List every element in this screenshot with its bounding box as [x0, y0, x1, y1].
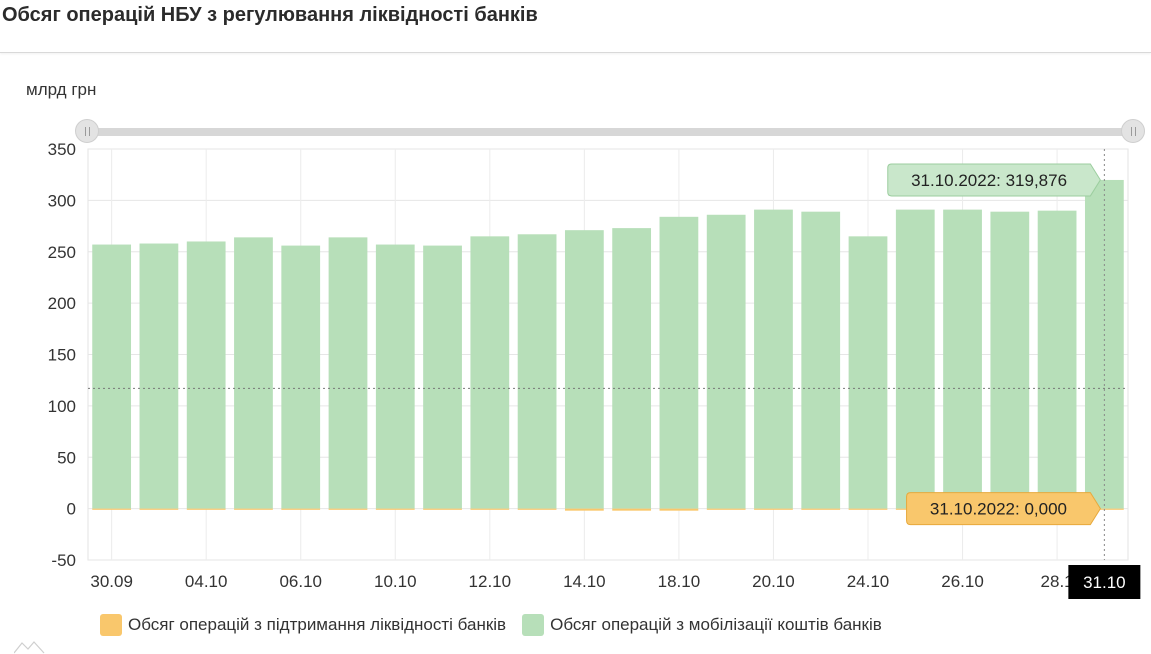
y-tick-label: 300	[48, 191, 76, 210]
bar-support[interactable]	[423, 508, 462, 510]
bar-support[interactable]	[706, 508, 746, 510]
bar-mobilization[interactable]	[706, 214, 746, 509]
range-slider-right-handle[interactable]	[1121, 119, 1145, 143]
x-tick-label: 24.10	[847, 572, 890, 591]
crosshair-and-tooltips: 31.10.2022: 319,876 31.10.2022: 0,000 31.1…	[88, 149, 1141, 599]
legend-item-support[interactable]: Обсяг операцій з підтримання ліквідності…	[100, 614, 506, 636]
bar-mobilization[interactable]	[470, 236, 510, 509]
bar-support[interactable]	[659, 508, 699, 511]
y-tick-label: 350	[48, 140, 76, 159]
bar-mobilization[interactable]	[423, 245, 462, 509]
bars	[92, 179, 1124, 511]
bar-mobilization[interactable]	[895, 209, 935, 509]
bar-mobilization[interactable]	[281, 245, 321, 509]
bar-support[interactable]	[281, 508, 321, 510]
bar-support[interactable]	[328, 508, 368, 510]
bar-support[interactable]	[375, 508, 415, 510]
tooltip-text: 31.10.2022: 319,876	[911, 171, 1067, 190]
bar-support[interactable]	[470, 508, 510, 510]
legend-item-mobilization[interactable]: Обсяг операцій з мобілізації коштів банк…	[522, 614, 882, 636]
bar-chart: -50 0 50 100 150 200 250 300 350 30.09 04.10 06.10…	[48, 140, 1141, 599]
bar-mobilization[interactable]	[328, 237, 368, 509]
bar-mobilization[interactable]	[848, 236, 888, 509]
active-x-label-text: 31.10	[1083, 573, 1126, 592]
tooltip-support: 31.10.2022: 0,000	[906, 492, 1101, 526]
bar-support[interactable]	[754, 508, 793, 510]
x-tick-label: 18.10	[658, 572, 701, 591]
bar-mobilization[interactable]	[754, 209, 793, 509]
x-tick-label: 12.10	[469, 572, 512, 591]
legend-label-mobilization: Обсяг операцій з мобілізації коштів банк…	[550, 615, 882, 634]
bar-mobilization[interactable]	[564, 230, 604, 509]
bar-support[interactable]	[139, 508, 179, 510]
bar-mobilization[interactable]	[139, 243, 179, 509]
y-tick-label: 100	[48, 397, 76, 416]
active-x-label: 31.10	[1068, 565, 1141, 599]
y-tick-label: -50	[51, 551, 76, 570]
x-tick-label: 20.10	[752, 572, 795, 591]
y-tick-label: 0	[67, 500, 76, 519]
bar-support[interactable]	[612, 508, 652, 511]
bar-mobilization[interactable]	[234, 237, 273, 509]
mountain-logo-icon	[14, 641, 45, 654]
x-tick-label: 06.10	[279, 572, 322, 591]
tooltip-text: 31.10.2022: 0,000	[930, 500, 1067, 519]
range-slider-left-handle[interactable]	[75, 119, 99, 143]
legend-label-support: Обсяг операцій з підтримання ліквідності…	[128, 615, 507, 634]
range-slider-track[interactable]	[88, 128, 1132, 136]
bar-support[interactable]	[186, 508, 226, 510]
x-tick-label: 30.09	[90, 572, 133, 591]
bar-support[interactable]	[801, 508, 841, 510]
bar-mobilization[interactable]	[186, 241, 226, 509]
bar-mobilization[interactable]	[92, 244, 132, 509]
bar-mobilization[interactable]	[943, 209, 982, 509]
tooltip-mobilization: 31.10.2022: 319,876	[887, 163, 1101, 197]
bar-mobilization[interactable]	[517, 234, 557, 509]
x-tick-label: 28.1	[1041, 572, 1074, 591]
tooltip-box	[887, 163, 1101, 197]
y-tick-label: 200	[48, 294, 76, 313]
bar-mobilization[interactable]	[612, 228, 652, 509]
bar-mobilization[interactable]	[375, 244, 415, 509]
legend: Обсяг операцій з підтримання ліквідності…	[100, 612, 882, 638]
y-axis-unit-label: млрд грн	[26, 80, 97, 99]
bar-mobilization[interactable]	[659, 216, 699, 509]
bar-support[interactable]	[517, 508, 557, 510]
chart-header: Обсяг операцій НБУ з регулювання ліквідн…	[0, 0, 1151, 53]
bar-support[interactable]	[564, 508, 604, 511]
bar-support[interactable]	[234, 508, 273, 510]
y-tick-label: 50	[57, 448, 76, 467]
legend-swatch-mobilization	[522, 614, 545, 636]
y-axis-ticks: -50 0 50 100 150 200 250 300 350	[48, 140, 76, 570]
y-tick-label: 250	[48, 243, 76, 262]
chart-title: Обсяг операцій НБУ з регулювання ліквідн…	[2, 4, 538, 26]
x-axis-ticks: 30.09 04.10 06.10 10.10 12.10 14.10 18.10 20.10…	[90, 572, 1073, 591]
y-tick-label: 150	[48, 346, 76, 365]
active-x-label-box	[1068, 565, 1141, 599]
x-tick-label: 04.10	[185, 572, 228, 591]
bar-mobilization[interactable]	[990, 211, 1030, 509]
tooltip-box	[906, 492, 1101, 526]
legend-swatch-support	[100, 614, 122, 636]
bar-support[interactable]	[92, 508, 132, 510]
x-tick-label: 14.10	[563, 572, 606, 591]
range-slider[interactable]	[74, 118, 1146, 146]
bar-mobilization[interactable]	[1037, 210, 1077, 509]
x-tick-label: 10.10	[374, 572, 417, 591]
bar-mobilization[interactable]	[801, 211, 841, 509]
bar-support[interactable]	[848, 508, 888, 510]
x-tick-label: 26.10	[941, 572, 984, 591]
